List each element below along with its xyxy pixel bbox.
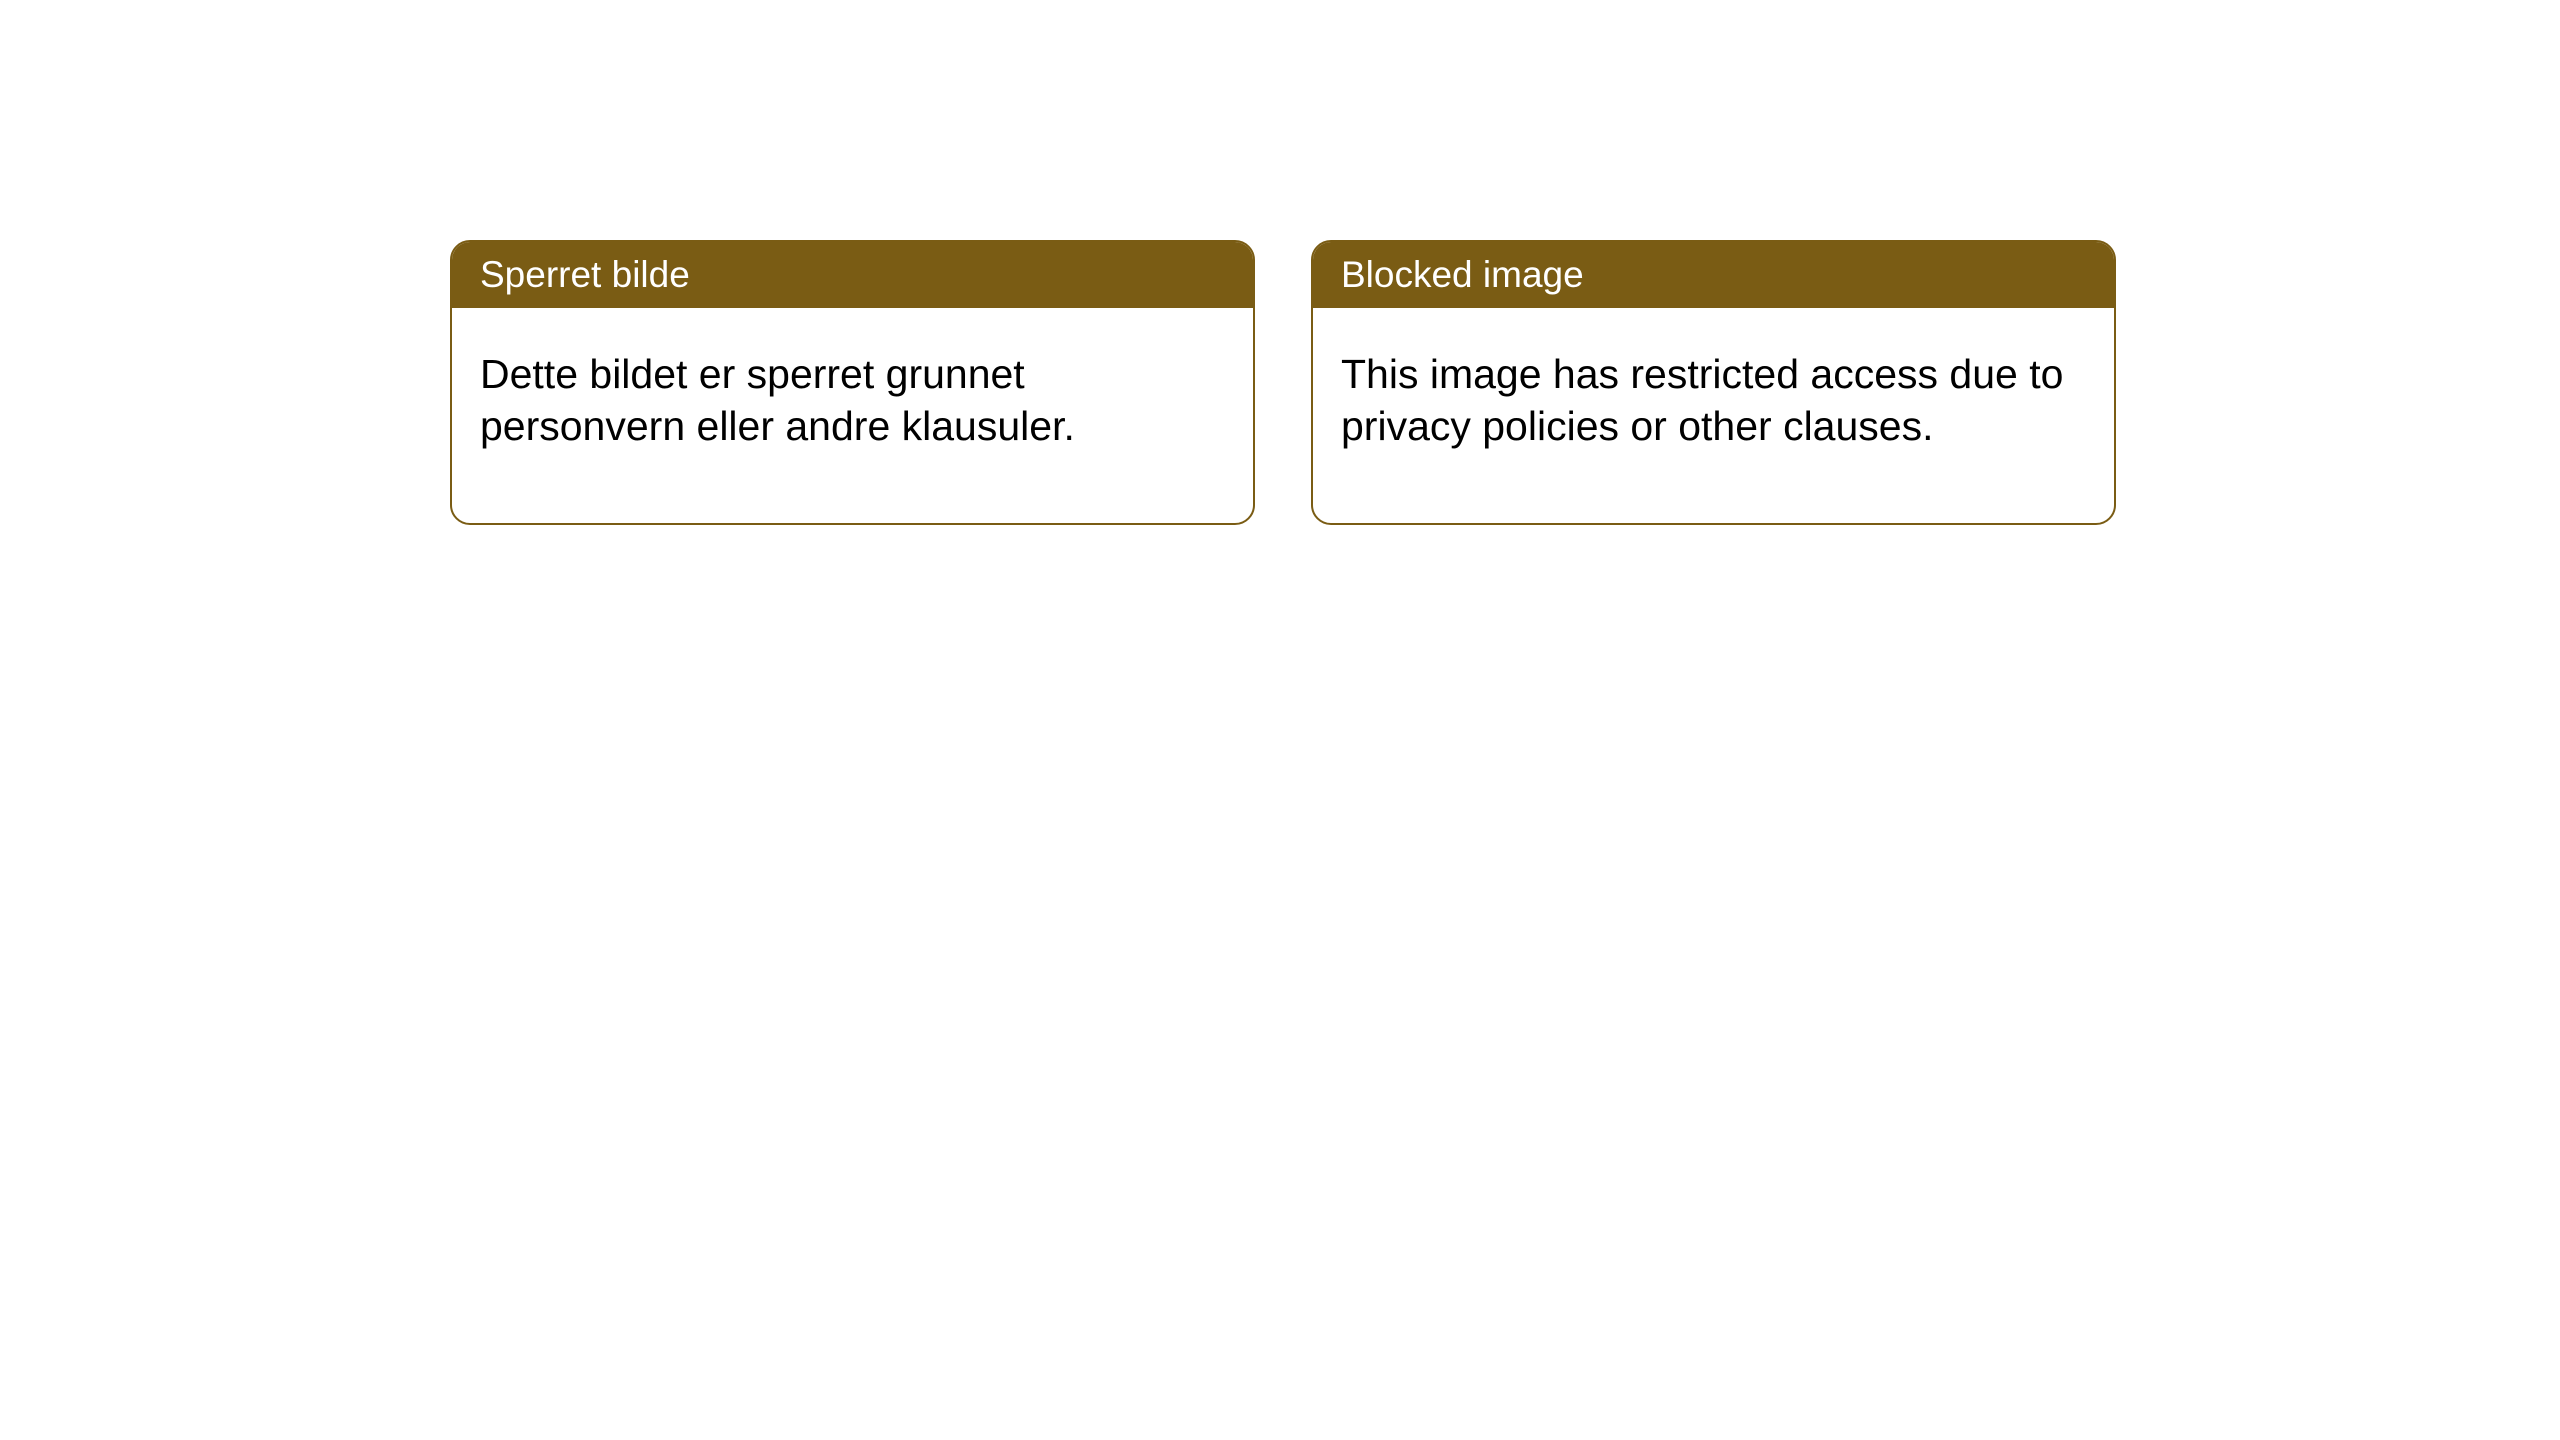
card-body: This image has restricted access due to … bbox=[1313, 308, 2114, 523]
card-norwegian: Sperret bilde Dette bildet er sperret gr… bbox=[450, 240, 1255, 525]
card-title: Sperret bilde bbox=[452, 242, 1253, 308]
card-body: Dette bildet er sperret grunnet personve… bbox=[452, 308, 1253, 523]
card-english: Blocked image This image has restricted … bbox=[1311, 240, 2116, 525]
cards-container: Sperret bilde Dette bildet er sperret gr… bbox=[0, 0, 2560, 525]
card-title: Blocked image bbox=[1313, 242, 2114, 308]
